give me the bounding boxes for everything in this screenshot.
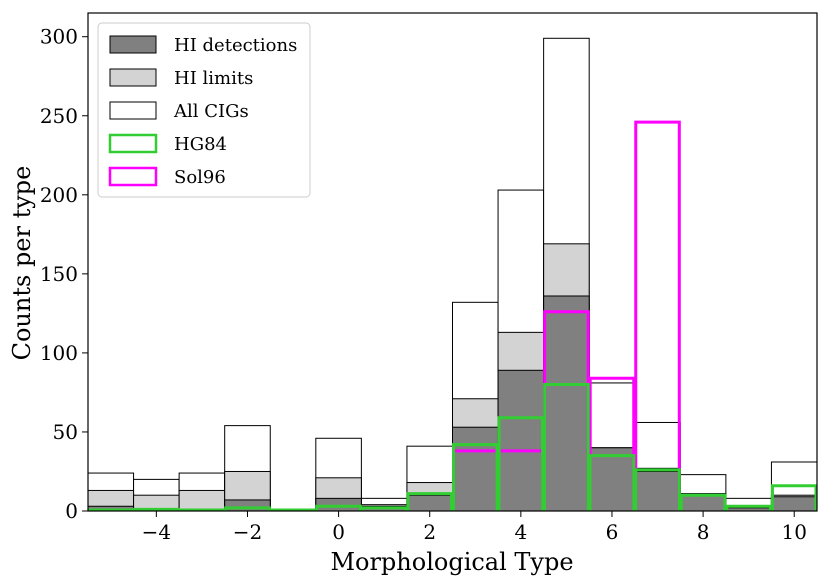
legend-swatch-hg84 — [108, 133, 158, 154]
step-hg84--2 — [224, 506, 271, 511]
bar-hi-detections-6 — [588, 447, 636, 512]
x-tick-label-1: −2 — [233, 520, 262, 544]
step-hg84-3 — [452, 443, 499, 511]
y-tick-label-4: 200 — [40, 183, 78, 207]
bar-hi-detections-10 — [770, 496, 818, 512]
y-tick-label-3: 150 — [40, 262, 78, 286]
step-hg84-8 — [679, 493, 727, 511]
x-axis-label: Morphological Type — [330, 548, 573, 576]
step-hg84-6 — [588, 454, 636, 511]
step-hg84-1 — [360, 506, 408, 511]
legend-label-hi-detections: HI detections — [174, 35, 297, 56]
bar-hi-detections-2 — [406, 494, 453, 512]
y-tick-label-0: 0 — [65, 499, 78, 523]
legend-label-hg84: HG84 — [174, 134, 227, 155]
legend-label-all-cigs: All CIGs — [173, 101, 249, 122]
x-tick-label-4: 4 — [514, 520, 527, 544]
bar-hi-detections-4 — [497, 369, 545, 512]
step-hg84-10 — [770, 484, 818, 511]
steps-layer — [87, 120, 818, 512]
y-tick-label-6: 300 — [40, 25, 78, 49]
step-sol96-7 — [634, 120, 681, 511]
y-tick-label-5: 250 — [40, 104, 78, 128]
x-tick-label-7: 10 — [781, 520, 806, 544]
legend-label-hi-limits: HI limits — [174, 68, 253, 89]
bar-hi-detections-8 — [679, 494, 727, 512]
bar-hi-detections-0 — [315, 497, 362, 512]
step-hg84-5 — [543, 383, 590, 511]
bar-hi-limits--3 — [178, 489, 226, 512]
bar-hi-detections--2 — [224, 499, 271, 512]
bar-hi-detections-5 — [543, 295, 590, 512]
legend-swatch-hi-detections — [109, 35, 157, 54]
x-tick-label-0: −4 — [142, 520, 171, 544]
legend: HI detections HI limits All CIGs HG84 Sol96 — [97, 22, 311, 198]
x-tick-label-3: 2 — [423, 520, 436, 544]
x-tick-label-6: 8 — [697, 520, 710, 544]
y-tick-label-1: 50 — [53, 420, 78, 444]
legend-box — [97, 22, 311, 198]
bar-hi-detections-7 — [634, 470, 681, 512]
step-hg84-2 — [406, 492, 453, 511]
x-tick-label-5: 6 — [606, 520, 619, 544]
legend-swatch-hi-limits — [109, 68, 157, 87]
step-hg84--4 — [133, 507, 180, 511]
step-hg84-0 — [315, 504, 362, 511]
x-tick-label-2: 0 — [332, 520, 345, 544]
step-hg84-4 — [497, 416, 545, 511]
y-axis-label: Counts per type — [8, 166, 36, 361]
y-tick-label-2: 100 — [40, 341, 78, 365]
legend-swatch-sol96 — [108, 166, 158, 187]
legend-label-sol96: Sol96 — [174, 167, 226, 188]
step-sol96-6 — [588, 376, 636, 511]
legend-swatch-all-cigs — [109, 101, 157, 120]
plot-frame — [87, 12, 818, 512]
step-hg84-9 — [725, 504, 772, 511]
bar-hi-detections-3 — [452, 426, 499, 512]
step-hg84-7 — [634, 468, 681, 511]
